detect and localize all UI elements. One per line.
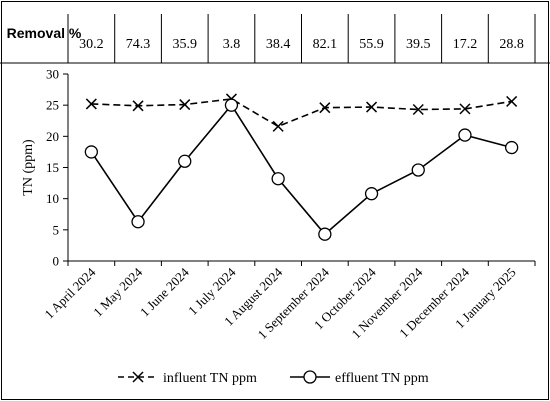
y-tick-label: 25 bbox=[46, 98, 59, 113]
y-tick-label: 10 bbox=[46, 191, 59, 206]
data-point-x bbox=[132, 100, 144, 112]
series-line bbox=[90, 103, 512, 236]
legend-influent-label: influent TN ppm bbox=[163, 371, 257, 386]
legend-item-influent: influent TN ppm bbox=[118, 371, 257, 386]
series-effluent bbox=[84, 98, 519, 241]
removal-value: 3.8 bbox=[223, 37, 241, 52]
removal-value: 28.8 bbox=[499, 37, 524, 52]
data-point-circle bbox=[504, 140, 519, 155]
y-tick-label: 0 bbox=[53, 254, 60, 269]
data-point-x bbox=[459, 103, 471, 115]
y-tick-label: 15 bbox=[46, 160, 59, 175]
removal-cells: 30.2 74.3 35.9 3.8 38.4 82.1 55.9 39.5 17.2 28.8 bbox=[67, 14, 536, 63]
series-layer bbox=[84, 93, 519, 241]
data-point-circle bbox=[271, 172, 285, 186]
legend-influent-x-marker bbox=[132, 371, 144, 383]
data-point-x bbox=[506, 95, 518, 107]
y-tick-label: 5 bbox=[53, 222, 60, 237]
data-point-circle bbox=[178, 154, 192, 168]
x-tick-label: 1 April 2024 bbox=[41, 264, 98, 321]
x-tick-label: 1 June 2024 bbox=[137, 264, 192, 319]
removal-value: 30.2 bbox=[79, 37, 104, 52]
y-axis-title: TN (ppm) bbox=[21, 139, 36, 196]
legend-item-effluent: effluent TN ppm bbox=[290, 370, 429, 386]
data-point-x bbox=[272, 120, 284, 132]
series-line bbox=[91, 98, 512, 128]
series-influent bbox=[85, 93, 518, 132]
data-point-x bbox=[319, 102, 331, 114]
legend-effluent-label: effluent TN ppm bbox=[335, 371, 429, 386]
y-ticks: 0 5 10 15 20 25 30 bbox=[46, 67, 68, 269]
legend: influent TN ppm effluent TN ppm bbox=[118, 370, 429, 386]
x-tick-label: 1 May 2024 bbox=[90, 264, 145, 319]
data-point-circle bbox=[411, 163, 425, 177]
data-point-circle bbox=[458, 128, 472, 142]
y-tick-label: 20 bbox=[46, 129, 59, 144]
y-tick-label: 30 bbox=[46, 67, 59, 82]
removal-value: 55.9 bbox=[359, 37, 384, 52]
removal-header-label: Removal % bbox=[7, 25, 82, 41]
data-point-circle bbox=[364, 187, 379, 201]
data-point-x bbox=[85, 98, 97, 110]
data-point-circle bbox=[84, 145, 98, 159]
data-point-circle bbox=[318, 227, 332, 241]
data-point-circle bbox=[131, 215, 145, 229]
removal-value: 82.1 bbox=[313, 37, 338, 52]
removal-value: 35.9 bbox=[173, 37, 198, 52]
data-point-circle bbox=[224, 98, 239, 112]
data-point-x bbox=[179, 99, 191, 111]
removal-value: 39.5 bbox=[406, 37, 431, 52]
data-point-x bbox=[412, 103, 424, 116]
removal-value: 17.2 bbox=[453, 37, 478, 52]
legend-effluent-circle-marker bbox=[303, 370, 317, 384]
removal-table: Removal % 30.2 74.3 35.9 3.8 38.4 82.1 55.9 39.… bbox=[0, 14, 550, 64]
data-point-x bbox=[366, 101, 378, 113]
removal-value: 38.4 bbox=[266, 37, 291, 52]
removal-value: 74.3 bbox=[126, 37, 151, 52]
